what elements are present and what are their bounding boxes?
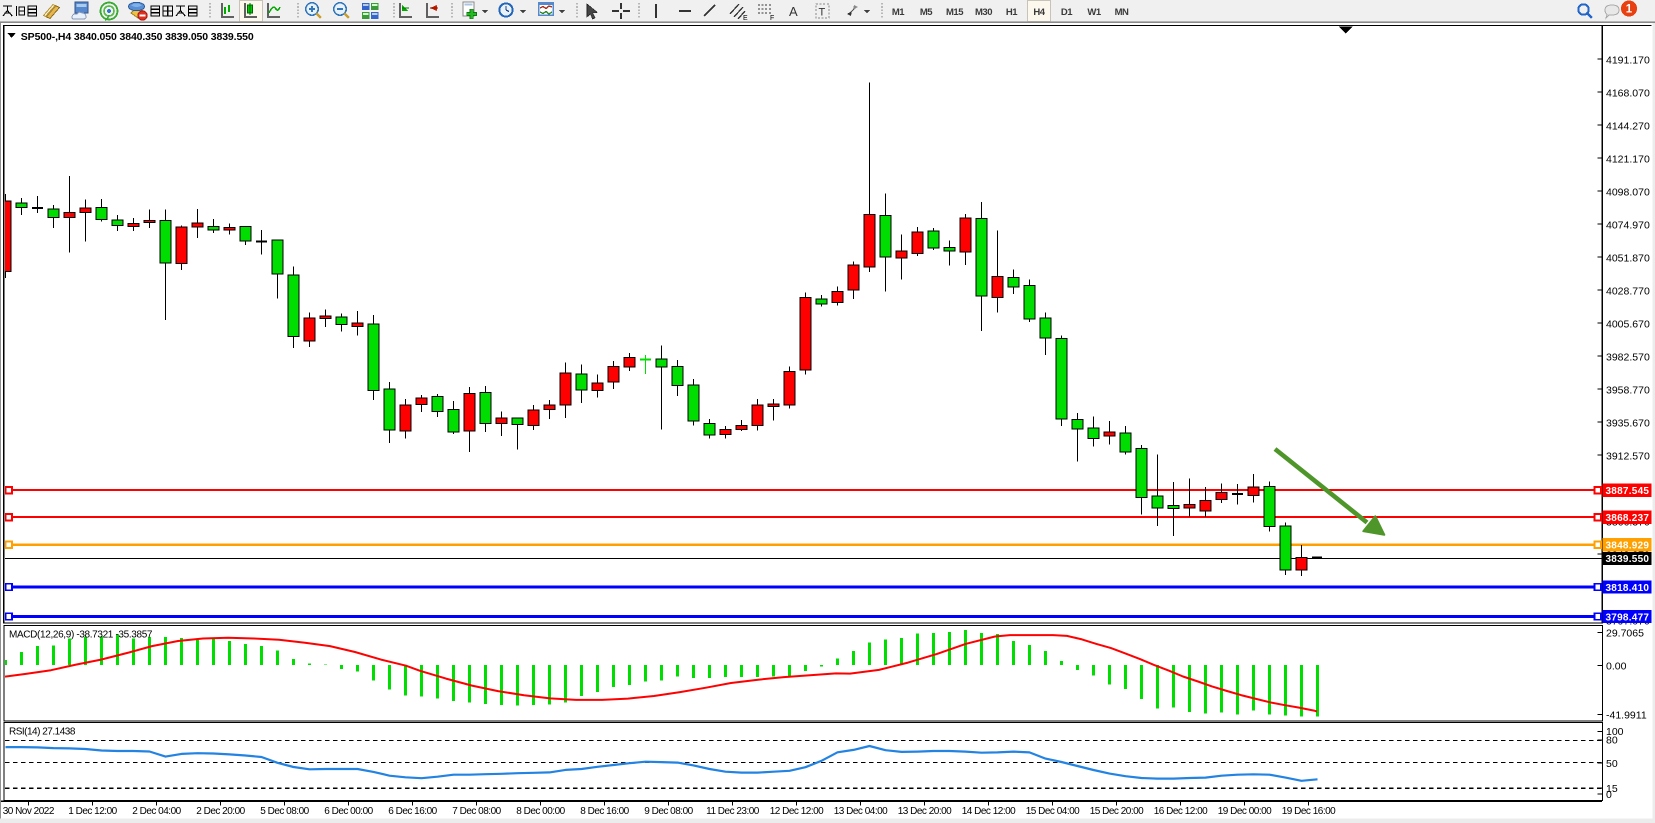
- svg-text:9 Dec 08:00: 9 Dec 08:00: [644, 806, 693, 817]
- svg-text:0.00: 0.00: [1606, 660, 1627, 672]
- svg-text:0: 0: [1606, 789, 1612, 801]
- svg-text:1: 1: [1626, 4, 1633, 16]
- svg-text:4028.770: 4028.770: [1606, 285, 1650, 297]
- svg-text:19 Dec 00:00: 19 Dec 00:00: [1218, 806, 1272, 817]
- svg-text:4051.870: 4051.870: [1606, 252, 1650, 264]
- svg-text:15: 15: [1606, 783, 1618, 795]
- svg-text:3935.670: 3935.670: [1606, 417, 1650, 429]
- svg-text:M15: M15: [946, 7, 964, 18]
- svg-text:T: T: [819, 7, 826, 19]
- svg-text:100: 100: [1606, 726, 1624, 738]
- svg-text:4121.170: 4121.170: [1606, 153, 1650, 165]
- svg-text:2 Dec 04:00: 2 Dec 04:00: [132, 806, 181, 817]
- svg-text:RSI(14) 27.1438: RSI(14) 27.1438: [9, 727, 76, 738]
- svg-text:-41.9911: -41.9911: [1606, 709, 1647, 721]
- svg-text:E: E: [743, 15, 748, 22]
- svg-text:6 Dec 00:00: 6 Dec 00:00: [324, 806, 373, 817]
- svg-text:8 Dec 16:00: 8 Dec 16:00: [580, 806, 629, 817]
- svg-text:4144.270: 4144.270: [1606, 120, 1650, 132]
- svg-text:13 Dec 20:00: 13 Dec 20:00: [898, 806, 952, 817]
- svg-text:15 Dec 04:00: 15 Dec 04:00: [1026, 806, 1080, 817]
- svg-text:3839.550: 3839.550: [1606, 554, 1650, 565]
- svg-text:4191.170: 4191.170: [1606, 54, 1650, 66]
- svg-text:5 Dec 08:00: 5 Dec 08:00: [260, 806, 309, 817]
- svg-text:A: A: [789, 4, 798, 19]
- svg-text:4098.070: 4098.070: [1606, 186, 1650, 198]
- svg-text:4005.670: 4005.670: [1606, 318, 1650, 330]
- svg-text:M1: M1: [892, 7, 905, 18]
- svg-text:11 Dec 23:00: 11 Dec 23:00: [706, 806, 760, 817]
- svg-text:13 Dec 04:00: 13 Dec 04:00: [834, 806, 888, 817]
- svg-text:SP500-,H4 3840.050 3840.350 3: SP500-,H4 3840.050 3840.350 3839.050 383…: [21, 31, 254, 43]
- svg-text:3868.237: 3868.237: [1606, 513, 1650, 524]
- svg-text:1 Dec 12:00: 1 Dec 12:00: [68, 806, 117, 817]
- svg-text:19 Dec 16:00: 19 Dec 16:00: [1282, 806, 1336, 817]
- svg-text:3912.570: 3912.570: [1606, 450, 1650, 462]
- svg-text:12 Dec 12:00: 12 Dec 12:00: [770, 806, 824, 817]
- svg-text:4074.970: 4074.970: [1606, 219, 1650, 231]
- svg-text:MN: MN: [1115, 7, 1129, 18]
- svg-text:M30: M30: [975, 7, 992, 18]
- svg-text:6 Dec 16:00: 6 Dec 16:00: [388, 806, 437, 817]
- svg-text:8 Dec 00:00: 8 Dec 00:00: [516, 806, 565, 817]
- svg-text:H1: H1: [1006, 7, 1018, 18]
- svg-text:30 Nov 2022: 30 Nov 2022: [3, 806, 55, 817]
- svg-text:3982.570: 3982.570: [1606, 351, 1650, 363]
- svg-text:7 Dec 08:00: 7 Dec 08:00: [452, 806, 501, 817]
- svg-text:3798.477: 3798.477: [1606, 612, 1650, 623]
- svg-text:3818.410: 3818.410: [1606, 583, 1650, 594]
- svg-text:3887.545: 3887.545: [1606, 486, 1650, 497]
- svg-text:3958.770: 3958.770: [1606, 384, 1650, 396]
- svg-text:29.7065: 29.7065: [1606, 627, 1644, 639]
- svg-text:3848.929: 3848.929: [1606, 541, 1650, 552]
- svg-text:50: 50: [1606, 758, 1618, 770]
- svg-text:2 Dec 20:00: 2 Dec 20:00: [196, 806, 245, 817]
- svg-text:W1: W1: [1087, 7, 1101, 18]
- svg-text:H4: H4: [1033, 7, 1045, 18]
- svg-text:15 Dec 20:00: 15 Dec 20:00: [1090, 806, 1144, 817]
- svg-text:4168.070: 4168.070: [1606, 87, 1650, 99]
- svg-text:80: 80: [1606, 735, 1618, 747]
- svg-text:F: F: [770, 15, 774, 22]
- svg-text:D1: D1: [1061, 7, 1073, 18]
- svg-text:14 Dec 12:00: 14 Dec 12:00: [962, 806, 1016, 817]
- svg-text:MACD(12,26,9) -38.7321 -35.385: MACD(12,26,9) -38.7321 -35.3857: [9, 630, 153, 641]
- svg-text:M5: M5: [920, 7, 933, 18]
- svg-text:16 Dec 12:00: 16 Dec 12:00: [1154, 806, 1208, 817]
